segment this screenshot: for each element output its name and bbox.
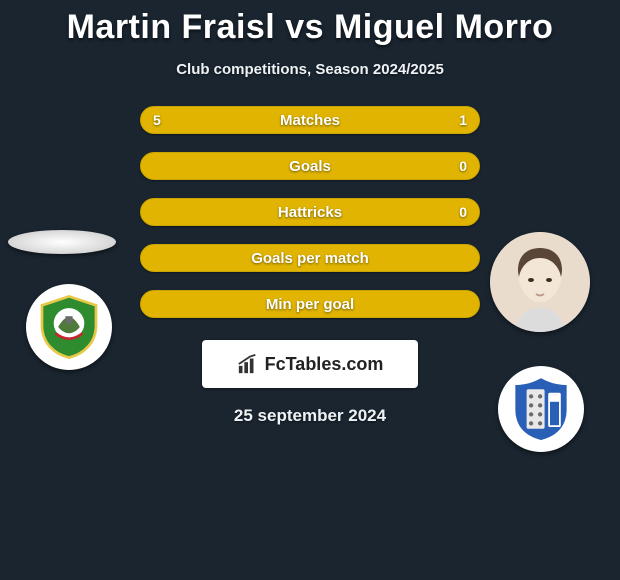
stat-right-value: 0 bbox=[459, 153, 467, 179]
stat-label: Min per goal bbox=[266, 296, 354, 313]
stat-label: Hattricks bbox=[278, 204, 342, 221]
stat-label: Goals per match bbox=[251, 250, 369, 267]
stat-bars: 5 Matches 1 Goals 0 Hattricks 0 Goals pe… bbox=[140, 106, 480, 318]
shield-icon bbox=[505, 373, 577, 445]
site-logo: FcTables.com bbox=[202, 340, 418, 388]
stat-bar-goals-per-match: Goals per match bbox=[140, 244, 480, 272]
stat-bar-goals: Goals 0 bbox=[140, 152, 480, 180]
stat-right-value: 1 bbox=[459, 107, 467, 133]
stat-bar-min-per-goal: Min per goal bbox=[140, 290, 480, 318]
face-icon bbox=[490, 232, 590, 332]
stat-right-value: 0 bbox=[459, 199, 467, 225]
stat-label: Matches bbox=[280, 112, 340, 129]
chart-icon bbox=[237, 353, 259, 375]
club-badge-left bbox=[26, 284, 112, 370]
club-badge-right bbox=[498, 366, 584, 452]
comparison-content: 5 Matches 1 Goals 0 Hattricks 0 Goals pe… bbox=[0, 106, 620, 426]
page-subtitle: Club competitions, Season 2024/2025 bbox=[0, 61, 620, 78]
player-avatar-right bbox=[490, 232, 590, 332]
site-name: FcTables.com bbox=[265, 354, 384, 375]
stat-left-value: 5 bbox=[153, 107, 161, 133]
stat-label: Goals bbox=[289, 158, 331, 175]
shield-icon bbox=[33, 291, 105, 363]
page-title: Martin Fraisl vs Miguel Morro bbox=[0, 0, 620, 47]
stat-bar-matches: 5 Matches 1 bbox=[140, 106, 480, 134]
stat-bar-hattricks: Hattricks 0 bbox=[140, 198, 480, 226]
player-avatar-left bbox=[8, 230, 116, 254]
